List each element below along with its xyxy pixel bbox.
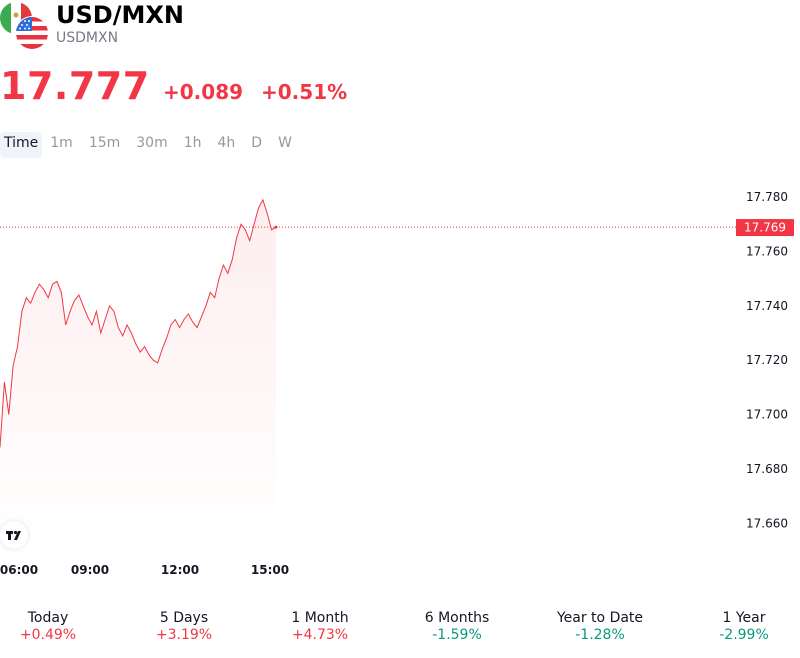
price-tick-label: 17.660 — [746, 516, 788, 530]
period-label: Year to Date — [556, 610, 644, 626]
last-price-line: 17.769 — [0, 219, 794, 237]
time-tick-label: 06:00 — [0, 563, 38, 577]
interval-1m[interactable]: 1m — [50, 135, 73, 151]
period-value: +0.49% — [19, 627, 77, 643]
last-price-label-bg — [736, 219, 794, 237]
performance-periods: Today +0.49% 5 Days +3.19% 1 Month +4.73… — [0, 610, 800, 650]
price-change-percent: +0.51% — [261, 80, 348, 104]
price-tick-label: 17.680 — [746, 462, 788, 476]
interval-4h[interactable]: 4h — [217, 135, 236, 151]
interval-selector: Time 1m 15m 30m 1h 4h D W — [0, 132, 300, 158]
interval-15m[interactable]: 15m — [88, 135, 121, 151]
price-tick-label: 17.740 — [746, 299, 788, 313]
period-label: Today — [27, 610, 69, 626]
interval-30m[interactable]: 30m — [136, 135, 168, 151]
period-value: +3.19% — [155, 627, 213, 643]
price-chart[interactable]: 17.769 17.78017.76017.74017.72017.70017.… — [0, 170, 800, 590]
price-area — [0, 199, 276, 545]
currency-flags — [0, 2, 49, 50]
price-tick-label: 17.700 — [746, 408, 788, 422]
period-year-to-date[interactable]: Year to Date -1.28% — [540, 610, 660, 643]
price-tick-label: 17.760 — [746, 245, 788, 259]
interval-w[interactable]: W — [278, 135, 292, 151]
time-axis[interactable]: 06:00 09:00 12:00 15:00 — [0, 563, 289, 577]
period-1-month[interactable]: 1 Month +4.73% — [260, 610, 380, 643]
period-value: -2.99% — [719, 627, 769, 643]
price-tick-label: 17.780 — [746, 190, 788, 204]
price-tick-label: 17.720 — [746, 353, 788, 367]
price-series-line — [0, 198, 277, 448]
usa-flag-icon — [15, 16, 49, 50]
symbol-code: USDMXN — [56, 30, 119, 46]
last-price-label: 17.769 — [744, 221, 786, 235]
interval-time[interactable]: Time — [0, 132, 43, 158]
interval-d[interactable]: D — [251, 135, 263, 151]
price-axis[interactable]: 17.780 17.760 17.740 17.720 17.700 17.680 17.6… — [746, 190, 788, 530]
symbol-header: USD/MXN USDMXN — [0, 0, 800, 60]
time-tick-label: 12:00 — [161, 563, 199, 577]
last-price: 17.777 — [0, 64, 150, 108]
interval-1h[interactable]: 1h — [183, 135, 202, 151]
period-value: -1.59% — [432, 627, 482, 643]
period-today[interactable]: Today +0.49% — [0, 610, 108, 643]
price-area-fill — [0, 199, 276, 545]
period-6-months[interactable]: 6 Months -1.59% — [397, 610, 517, 643]
period-1-year[interactable]: 1 Year -2.99% — [684, 610, 800, 643]
period-label: 6 Months — [424, 610, 490, 626]
price-change: +0.089 — [163, 80, 244, 104]
period-value: +4.73% — [291, 627, 349, 643]
period-5-days[interactable]: 5 Days +3.19% — [124, 610, 244, 643]
period-label: 5 Days — [159, 610, 209, 626]
tradingview-logo-icon[interactable] — [0, 521, 28, 549]
period-label: 1 Year — [722, 610, 766, 626]
time-tick-label: 15:00 — [251, 563, 289, 577]
symbol-title: USD/MXN — [56, 1, 184, 29]
time-tick-label: 09:00 — [71, 563, 109, 577]
period-label: 1 Month — [291, 610, 349, 626]
period-value: -1.28% — [575, 627, 625, 643]
